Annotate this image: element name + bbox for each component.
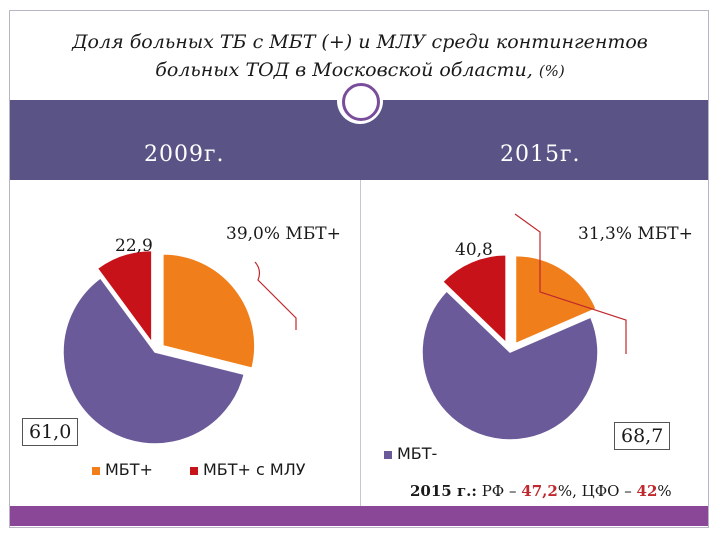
- pie-slice-1-0: [514, 254, 598, 345]
- bracket-label-2009: 39,0% МБТ+: [226, 224, 341, 244]
- slice-label-2009-mlu: 22,9: [115, 236, 153, 256]
- legend-mbt-plus-mlu-text: МБТ+ с МЛУ: [203, 460, 306, 479]
- bracket-label-2015: 31,3% МБТ+: [578, 224, 693, 244]
- footer-rf-label: РФ –: [481, 482, 517, 500]
- pie-slice-0-0: [162, 253, 256, 370]
- legend-mbt-plus: МБТ+: [92, 460, 153, 479]
- footer-suffix: %: [657, 482, 672, 500]
- title-line-1: Доля больных ТБ с МБТ (+) и МЛУ среди ко…: [72, 31, 648, 53]
- bracket-2009: [254, 261, 297, 330]
- footer-cfo-value: 42: [636, 482, 658, 500]
- column-divider: [360, 180, 361, 506]
- pie-chart-2009: [62, 249, 256, 445]
- pie-slice-0-2: [96, 249, 153, 345]
- slide-title: Доля больных ТБ с МБТ (+) и МЛУ среди ко…: [20, 28, 700, 85]
- footer-note: 2015 г.: РФ – 47,2%, ЦФО – 42%: [410, 482, 672, 500]
- year-2015-label: 2015г.: [500, 142, 581, 167]
- slice-label-2015-mlu: 40,8: [455, 240, 493, 260]
- title-line-2-text: больных ТОД в Московской области,: [155, 59, 533, 81]
- legend-mbt-minus-text: МБТ-: [397, 444, 438, 463]
- footer-sep: %, ЦФО –: [557, 482, 632, 500]
- title-line-2: больных ТОД в Московской области, (%): [20, 56, 700, 85]
- pie-slice-0-1: [62, 276, 246, 445]
- pie-chart-2015: [421, 254, 599, 441]
- year-2009-label: 2009г.: [144, 142, 225, 167]
- footer-rf-value: 47,2: [521, 482, 558, 500]
- circle-ring-icon: [342, 83, 380, 121]
- legend-swatch-orange: [92, 466, 100, 475]
- legend-swatch-red: [190, 466, 198, 475]
- slice-label-2015-mbt-minus: 68,7: [614, 422, 671, 450]
- slice-label-2009-mbt-minus: 61,0: [22, 418, 79, 446]
- pie-slice-1-1: [421, 289, 599, 441]
- legend-mbt-plus-text: МБТ+: [105, 460, 153, 479]
- legend-mbt-minus: МБТ-: [384, 444, 437, 463]
- legend-mbt-plus-mlu: МБТ+ с МЛУ: [190, 460, 306, 479]
- pie-slice-1-2: [441, 254, 507, 345]
- bracket-2015: [514, 213, 627, 354]
- footer-prefix: 2015 г.:: [410, 482, 477, 500]
- title-unit: (%): [538, 62, 565, 80]
- slide-frame: [9, 10, 709, 528]
- legend-swatch-purple: [384, 450, 392, 459]
- bottom-bar: [10, 506, 708, 526]
